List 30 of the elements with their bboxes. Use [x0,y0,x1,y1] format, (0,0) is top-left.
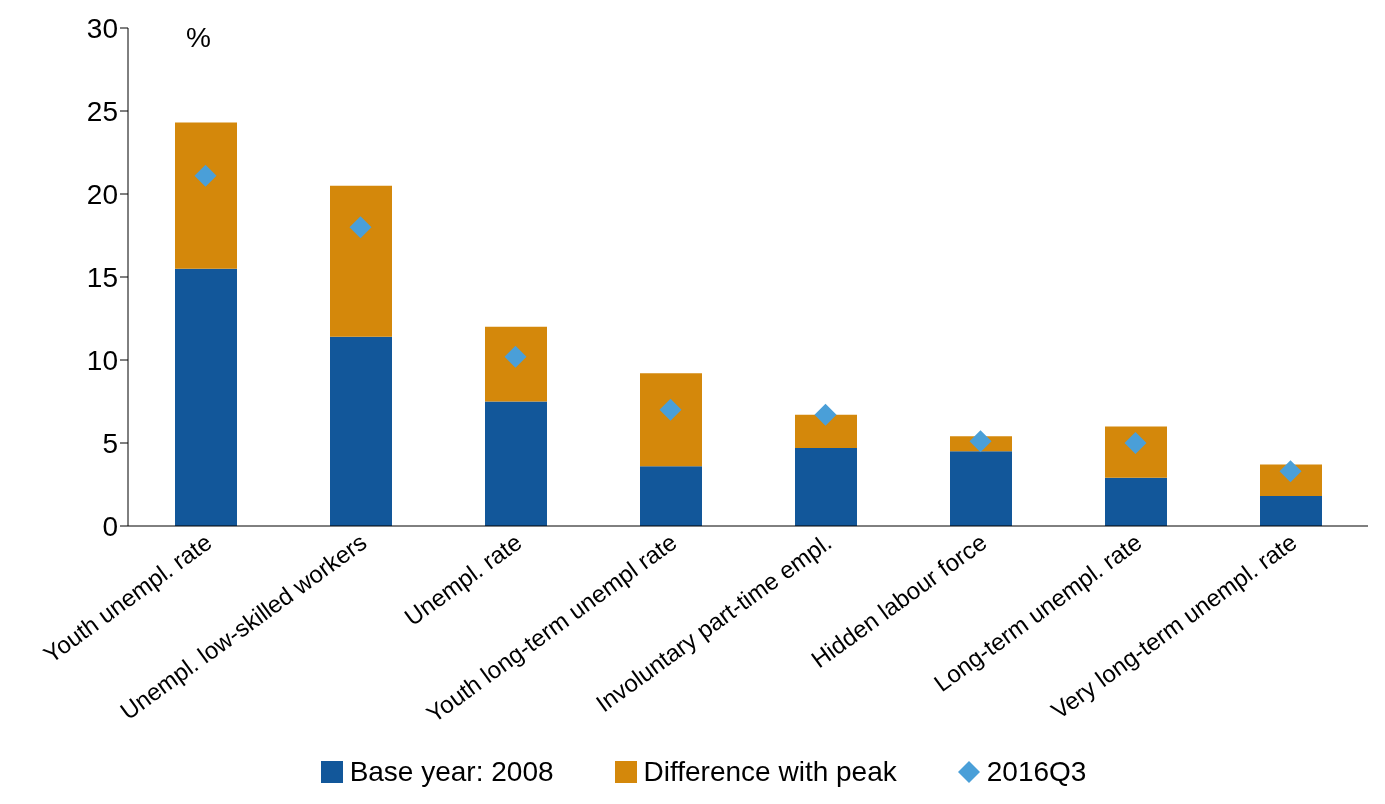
bar [1105,477,1167,526]
bar [330,185,392,337]
bar [950,451,1012,526]
bar [1105,426,1167,478]
bar [485,401,547,526]
bar [485,326,547,402]
y-tick-label: 15 [86,261,118,293]
y-tick-label: 0 [102,510,118,542]
bar [175,268,237,526]
point [349,216,372,239]
point [659,398,682,421]
bar [175,122,237,269]
bar [640,373,702,467]
legend-label: 2016Q3 [986,756,1087,788]
bar [795,447,857,526]
bar [640,466,702,526]
bar [1260,496,1322,526]
y-tick-label: 25 [86,95,118,127]
y-axis-title: % [186,22,211,54]
point [969,430,992,453]
y-tick-label: 20 [86,178,118,210]
bar [795,414,857,448]
y-tick-label: 10 [86,344,118,376]
point [194,164,217,187]
bar [330,336,392,526]
legend-label: Base year: 2008 [349,756,554,788]
legend-label: Difference with peak [643,756,897,788]
point [814,403,837,426]
y-tick-label: 5 [102,427,118,459]
y-tick-label: 30 [86,12,118,44]
